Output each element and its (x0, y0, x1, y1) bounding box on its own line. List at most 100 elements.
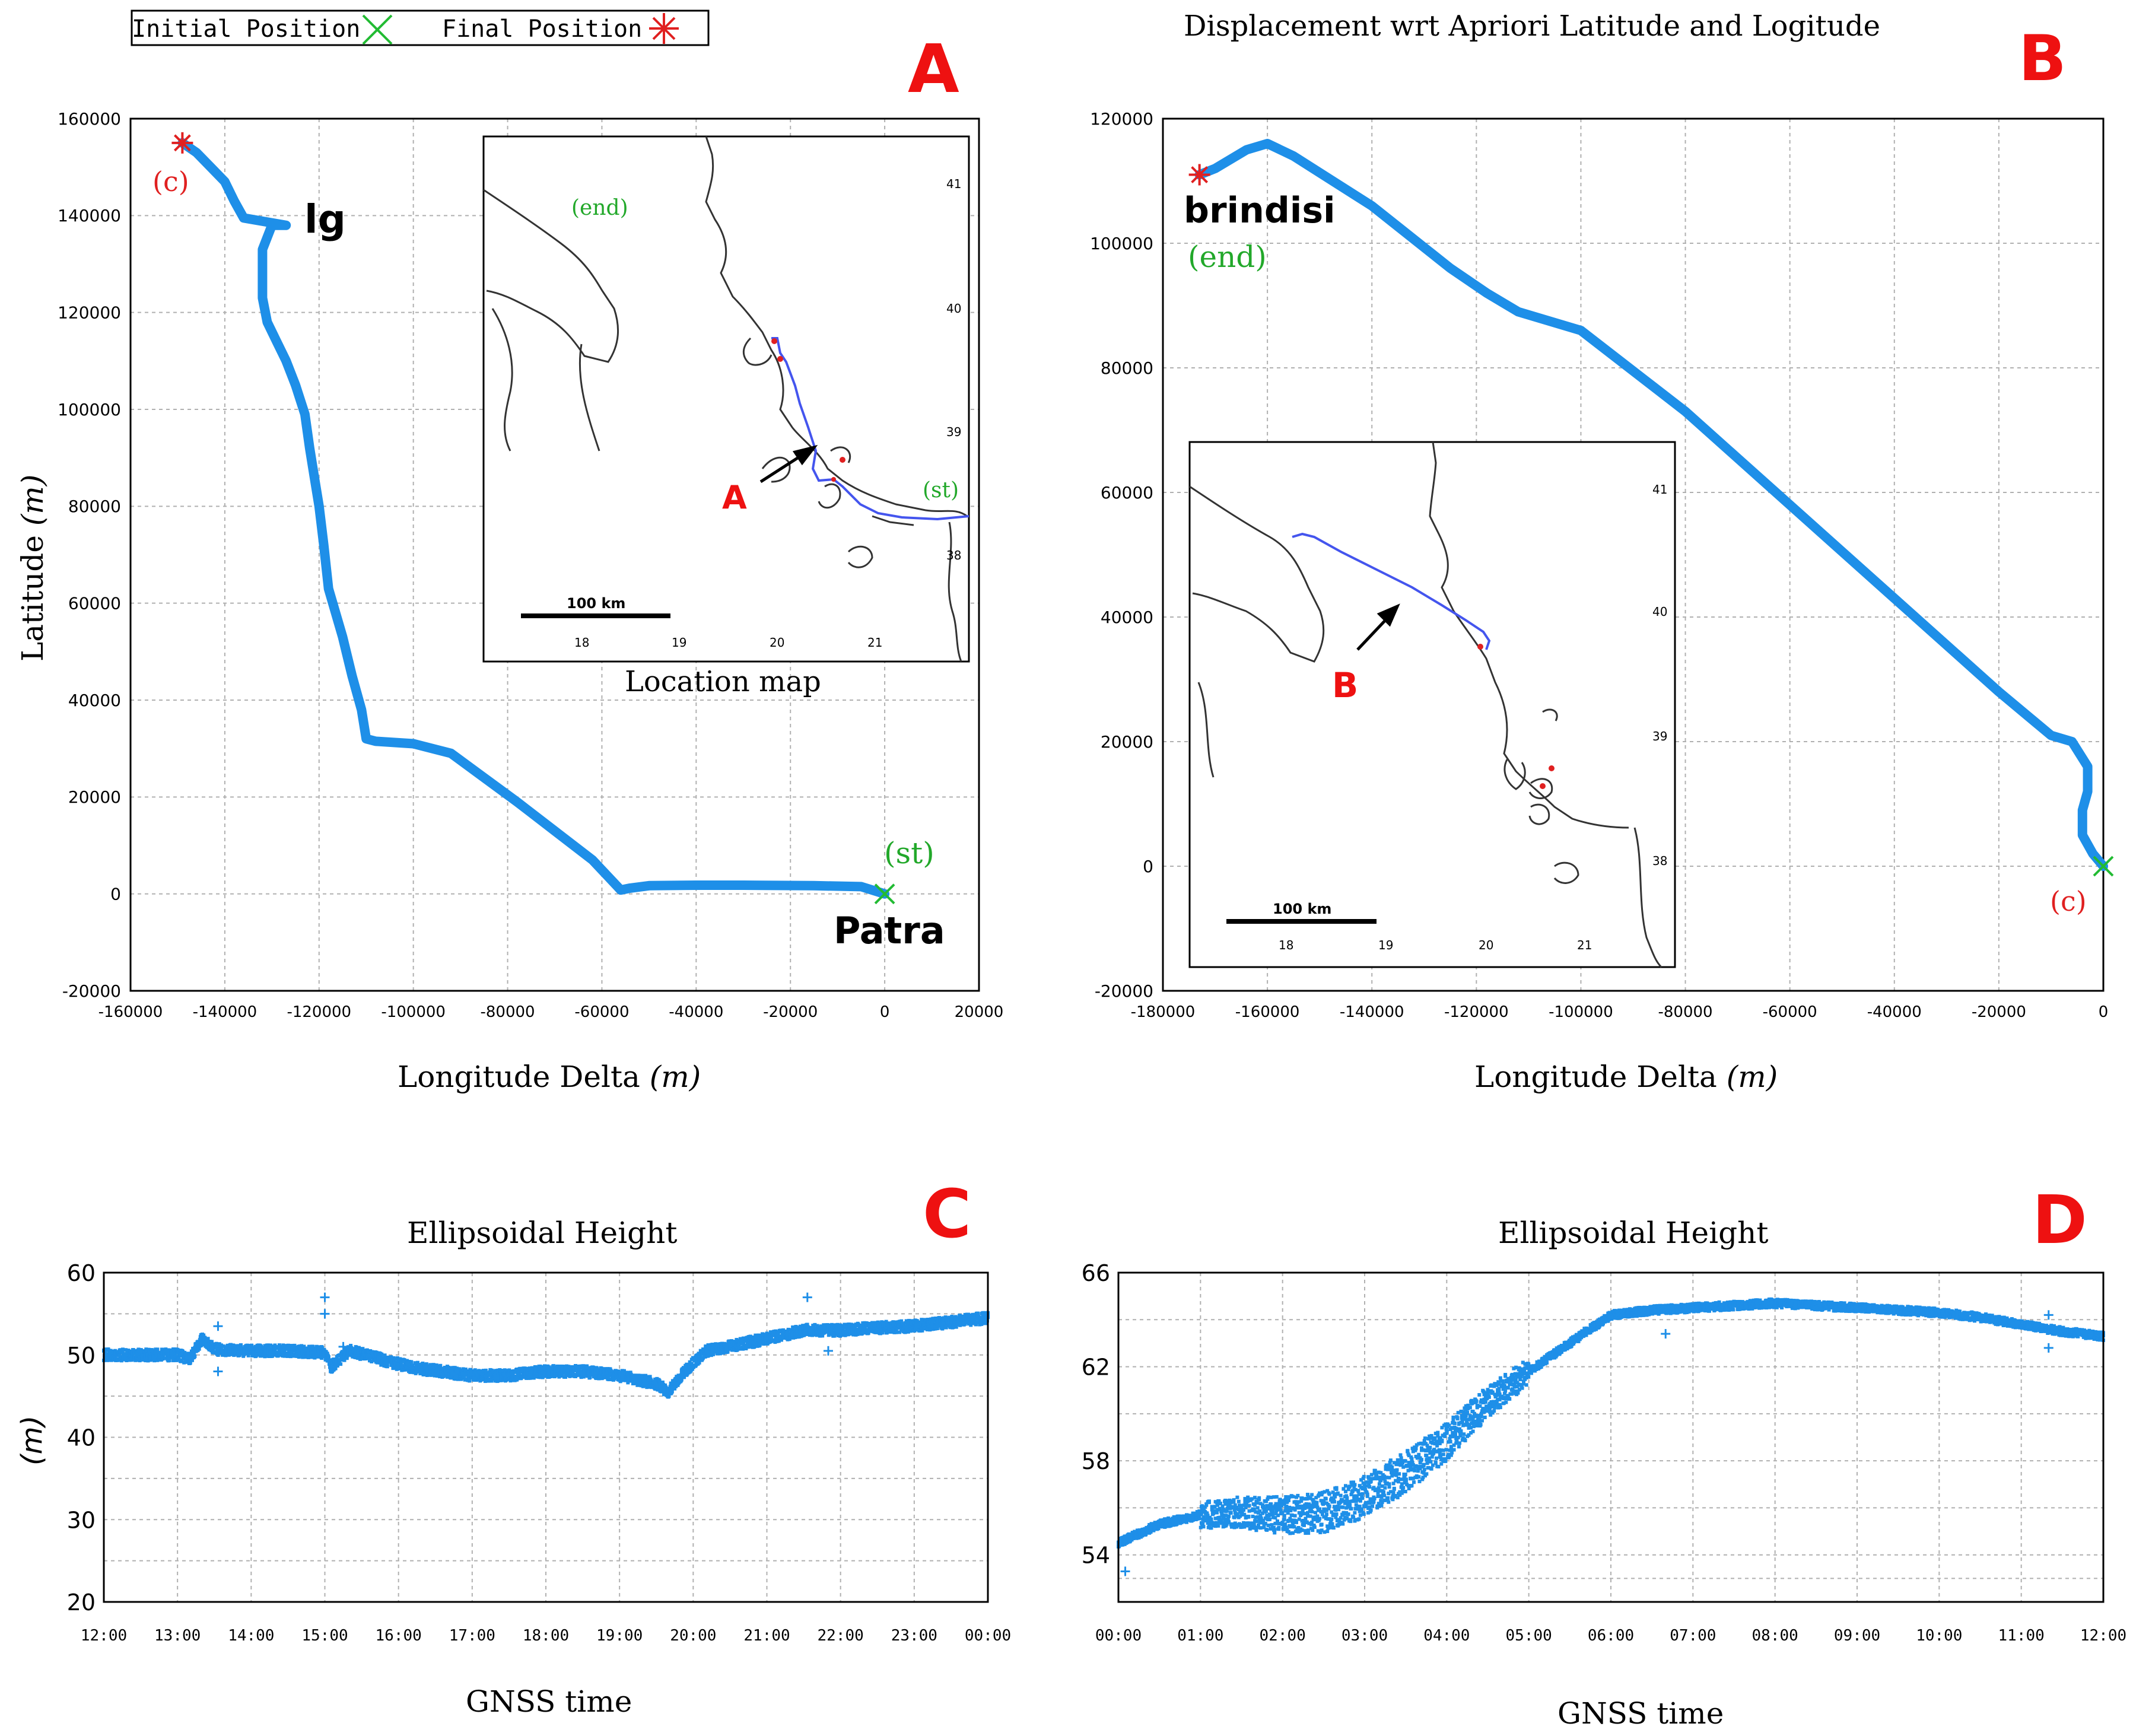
data-point (761, 1332, 765, 1336)
data-point (812, 1333, 816, 1337)
x-tick-label: -60000 (574, 1003, 629, 1021)
data-point (690, 1367, 694, 1371)
data-point (212, 1350, 216, 1354)
x-tick-label: 13:00 (154, 1627, 201, 1645)
data-point (421, 1361, 425, 1365)
data-point (847, 1325, 851, 1330)
data-point (583, 1373, 587, 1377)
x-axis-label: GNSS time (466, 1684, 632, 1719)
data-point (518, 1367, 522, 1371)
data-point (424, 1362, 428, 1366)
data-point (589, 1373, 593, 1377)
data-point (544, 1371, 548, 1375)
data-point (791, 1336, 796, 1340)
data-point (363, 1353, 367, 1357)
inset-caption: Location map (625, 665, 821, 698)
data-point (225, 1343, 230, 1347)
data-point (640, 1373, 644, 1378)
data-point (842, 1329, 846, 1333)
data-point (363, 1357, 367, 1361)
data-point (197, 1347, 201, 1351)
data-point (497, 1376, 501, 1381)
data-point (339, 1362, 343, 1366)
data-point (111, 1357, 115, 1362)
x-tick-label: 0 (2099, 1003, 2109, 1021)
x-tick-label: 23:00 (891, 1627, 937, 1645)
legend: Initial Position Final Position (131, 9, 710, 46)
data-point (310, 1353, 314, 1357)
data-point (334, 1360, 338, 1365)
data-point (394, 1360, 398, 1365)
data-point (707, 1353, 711, 1357)
panel-b: Displacement wrt Apriori Latitude and Lo… (1090, 9, 2114, 1094)
y-tick-label: 100000 (58, 400, 121, 419)
data-point (258, 1354, 262, 1358)
data-point (597, 1376, 601, 1381)
data-point (503, 1368, 507, 1372)
data-point (673, 1380, 678, 1384)
y-tick-label: 0 (1143, 857, 1153, 876)
data-point (1209, 1517, 1213, 1521)
data-point (1227, 1514, 1231, 1518)
data-point (511, 1372, 515, 1376)
data-point (774, 1334, 778, 1338)
data-point (754, 1337, 758, 1341)
data-point (818, 1334, 822, 1338)
data-point (349, 1344, 353, 1348)
data-point (415, 1360, 419, 1365)
data-point (494, 1375, 498, 1379)
data-point (450, 1374, 454, 1378)
route-line (771, 337, 969, 521)
y-tick-label: 60000 (1101, 483, 1153, 503)
data-point (239, 1343, 243, 1347)
data-point (557, 1370, 561, 1374)
data-point (572, 1369, 576, 1373)
initial-position-marker (2093, 856, 2114, 877)
data-point (162, 1352, 166, 1356)
data-point (840, 1331, 844, 1336)
inset-arrow (759, 444, 818, 484)
data-point (314, 1350, 318, 1355)
y-tick-label: 60 (67, 1260, 96, 1286)
final-marker-stroke (1191, 166, 1209, 183)
y-tick-label: 20000 (68, 787, 121, 807)
data-point (430, 1366, 434, 1371)
data-point (389, 1355, 393, 1359)
x-axis-label: Longitude Delta (m) (398, 1060, 701, 1094)
data-point (442, 1373, 446, 1378)
data-point (152, 1356, 156, 1360)
data-point (802, 1333, 806, 1337)
data-point (779, 1338, 783, 1342)
data-point (596, 1371, 600, 1375)
data-point (325, 1352, 329, 1356)
data-point (209, 1340, 214, 1344)
plot-frame (129, 117, 980, 992)
data-point (295, 1354, 299, 1358)
x-tick-label: 0 (880, 1003, 890, 1021)
data-point (154, 1356, 158, 1360)
data-point (408, 1360, 412, 1364)
final-marker-stroke (173, 134, 191, 152)
data-point (698, 1355, 702, 1359)
panel-letter-c: C (923, 1176, 971, 1253)
data-point (795, 1335, 799, 1339)
data-point (320, 1346, 325, 1350)
data-point (775, 1336, 780, 1340)
x-tick-label: -80000 (1658, 1003, 1713, 1021)
y-tick-label: 20000 (1101, 732, 1153, 752)
x-tick-label: -40000 (1867, 1003, 1922, 1021)
x-tick-label: -60000 (1763, 1003, 1817, 1021)
data-point (711, 1352, 716, 1356)
data-point (281, 1343, 285, 1347)
data-point (765, 1336, 770, 1340)
data-point (408, 1362, 412, 1366)
data-point (735, 1338, 739, 1342)
data-point (461, 1372, 465, 1376)
y-tick-label: 100000 (1090, 234, 1153, 253)
data-point (432, 1368, 436, 1372)
data-point (711, 1346, 716, 1350)
data-point (255, 1353, 259, 1357)
data-point (206, 1337, 210, 1341)
data-point (451, 1366, 455, 1370)
data-point (615, 1373, 619, 1377)
